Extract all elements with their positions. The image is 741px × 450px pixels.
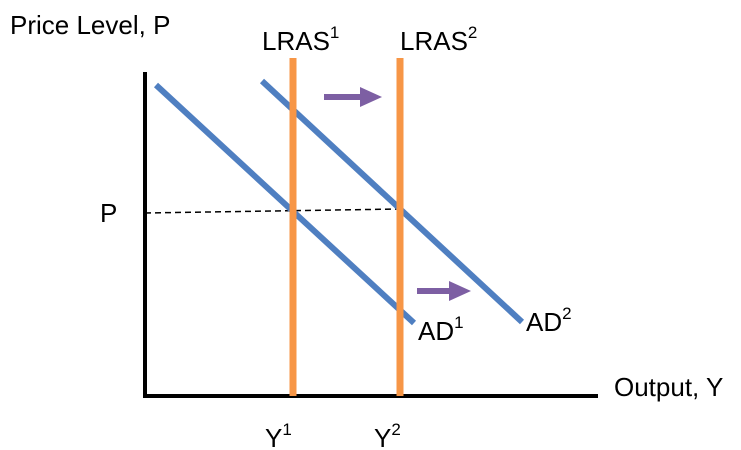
ad2-label: AD2 — [526, 304, 572, 337]
y-axis-label: Price Level, P — [10, 10, 170, 40]
price-level-dashed-line — [144, 208, 401, 214]
ad1-label: AD1 — [418, 313, 464, 346]
x-axis-label: Output, Y — [614, 372, 723, 402]
right-arrow-icon — [417, 281, 471, 301]
output-tick-y2: Y2 — [374, 420, 401, 450]
output-tick-y1: Y1 — [265, 420, 292, 450]
lras2-label: LRAS2 — [400, 23, 477, 56]
ad1-curve — [153, 82, 417, 326]
ad2-curve — [259, 78, 525, 325]
right-arrow-icon — [324, 87, 382, 107]
price-tick-label: P — [100, 198, 117, 228]
lras1-label: LRAS1 — [262, 23, 339, 56]
